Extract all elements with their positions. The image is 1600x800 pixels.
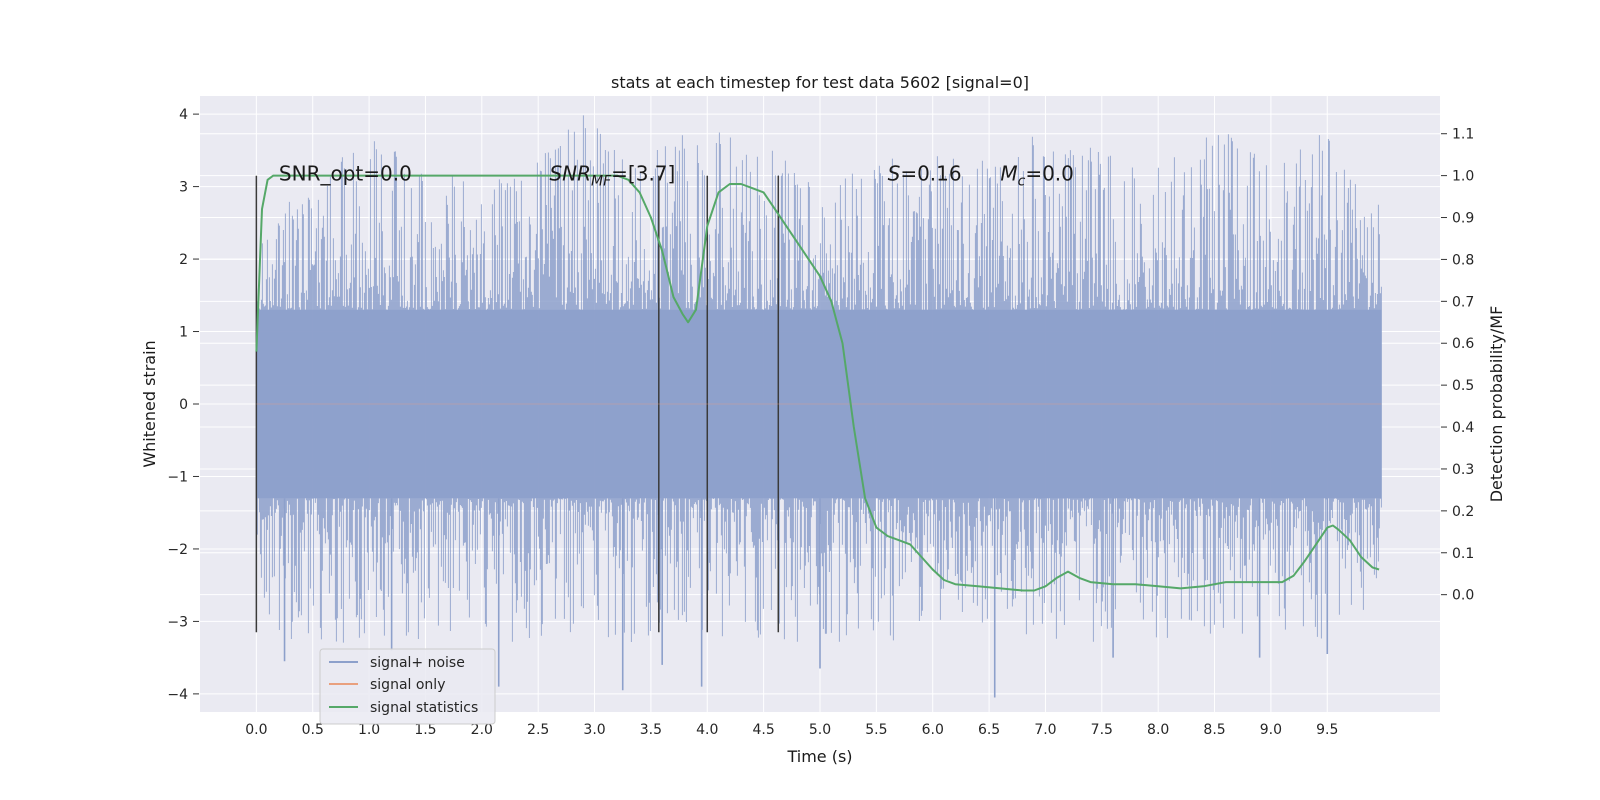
annotations: SNR_opt=0.0 SNRMF=[3.7] S=0.16 Mc=0.0 [279, 162, 1074, 190]
x-tick-label: 2.5 [527, 722, 549, 738]
y-right-tick-label: 0.3 [1452, 462, 1474, 478]
x-tick-label: 5.0 [809, 722, 831, 738]
x-tick-label: 6.0 [922, 722, 944, 738]
y-right-axis-ticks: 1.1 1.0 0.9 0.8 0.7 0.6 0.5 0.4 0.3 0.2 0.1 0.0 [1441, 127, 1474, 604]
y-right-tick-label: 1.0 [1452, 169, 1474, 185]
y-tick-label: 2 [179, 252, 188, 268]
annotation-text: Mc=0.0 [1000, 162, 1074, 190]
x-tick-label: 0.0 [245, 722, 267, 738]
y-right-tick-label: 0.1 [1452, 546, 1474, 562]
y-tick-label: 4 [179, 107, 188, 123]
y-right-tick-label: 0.7 [1452, 294, 1474, 310]
x-axis-label: Time (s) [786, 747, 852, 766]
x-tick-label: 1.0 [358, 722, 380, 738]
x-tick-label: 3.0 [583, 722, 605, 738]
x-tick-label: 9.5 [1316, 722, 1338, 738]
vertical-markers [255, 175, 780, 633]
x-tick-label: 4.0 [696, 722, 718, 738]
signal-statistics-line [255, 174, 1380, 592]
y-axis-ticks: 4 3 2 1 0 −1 −2 −3 −4 [167, 107, 199, 703]
annotation-text: SNRMF=[3.7] [549, 162, 675, 190]
y-tick-label: −2 [167, 542, 188, 558]
x-tick-label: 8.0 [1147, 722, 1169, 738]
y-right-tick-label: 0.9 [1452, 211, 1474, 227]
x-tick-label: 6.5 [978, 722, 1000, 738]
chart-title: stats at each timestep for test data 560… [611, 73, 1029, 92]
x-tick-label: 2.0 [471, 722, 493, 738]
y-right-tick-label: 0.4 [1452, 420, 1474, 436]
signal-statistics-series [255, 174, 1380, 592]
x-tick-label: 8.5 [1203, 722, 1225, 738]
y-right-tick-label: 0.2 [1452, 504, 1474, 520]
y-right-tick-label: 0.5 [1452, 378, 1474, 394]
signal-noise-series [255, 115, 1382, 698]
legend-label-signal-only: signal only [370, 677, 445, 693]
legend: signal+ noise signal only signal statist… [319, 648, 496, 725]
y-tick-label: 1 [179, 325, 188, 341]
x-axis-ticks: 0.0 0.5 1.0 1.5 2.0 2.5 3.0 3.5 4.0 4.5 5.0 5.5 6.0 6… [245, 722, 1338, 738]
y-right-axis-label: Detection probability/MF [1487, 306, 1506, 503]
x-tick-label: 9.0 [1260, 722, 1282, 738]
x-tick-label: 7.0 [1034, 722, 1056, 738]
legend-box [319, 648, 496, 725]
y-tick-label: 0 [179, 397, 188, 413]
y-tick-label: −1 [167, 469, 188, 485]
y-tick-label: −3 [167, 614, 188, 630]
annotation-text: S=0.16 [888, 162, 962, 186]
y-right-tick-label: 0.8 [1452, 252, 1474, 268]
y-tick-label: 3 [179, 180, 188, 196]
y-axis-label: Whitened strain [140, 340, 159, 467]
legend-label-signal-statistics: signal statistics [370, 700, 478, 716]
x-tick-label: 5.5 [865, 722, 887, 738]
y-right-tick-label: 0.6 [1452, 336, 1474, 352]
x-tick-label: 7.5 [1091, 722, 1113, 738]
y-tick-label: −4 [167, 687, 188, 703]
x-tick-label: 1.5 [414, 722, 436, 738]
x-tick-label: 0.5 [302, 722, 324, 738]
annotation-text: SNR_opt=0.0 [279, 162, 412, 186]
y-right-tick-label: 1.1 [1452, 127, 1474, 143]
x-tick-label: 3.5 [640, 722, 662, 738]
legend-label-signal-noise: signal+ noise [370, 655, 465, 671]
y-right-tick-label: 0.0 [1452, 588, 1474, 604]
x-tick-label: 4.5 [753, 722, 775, 738]
